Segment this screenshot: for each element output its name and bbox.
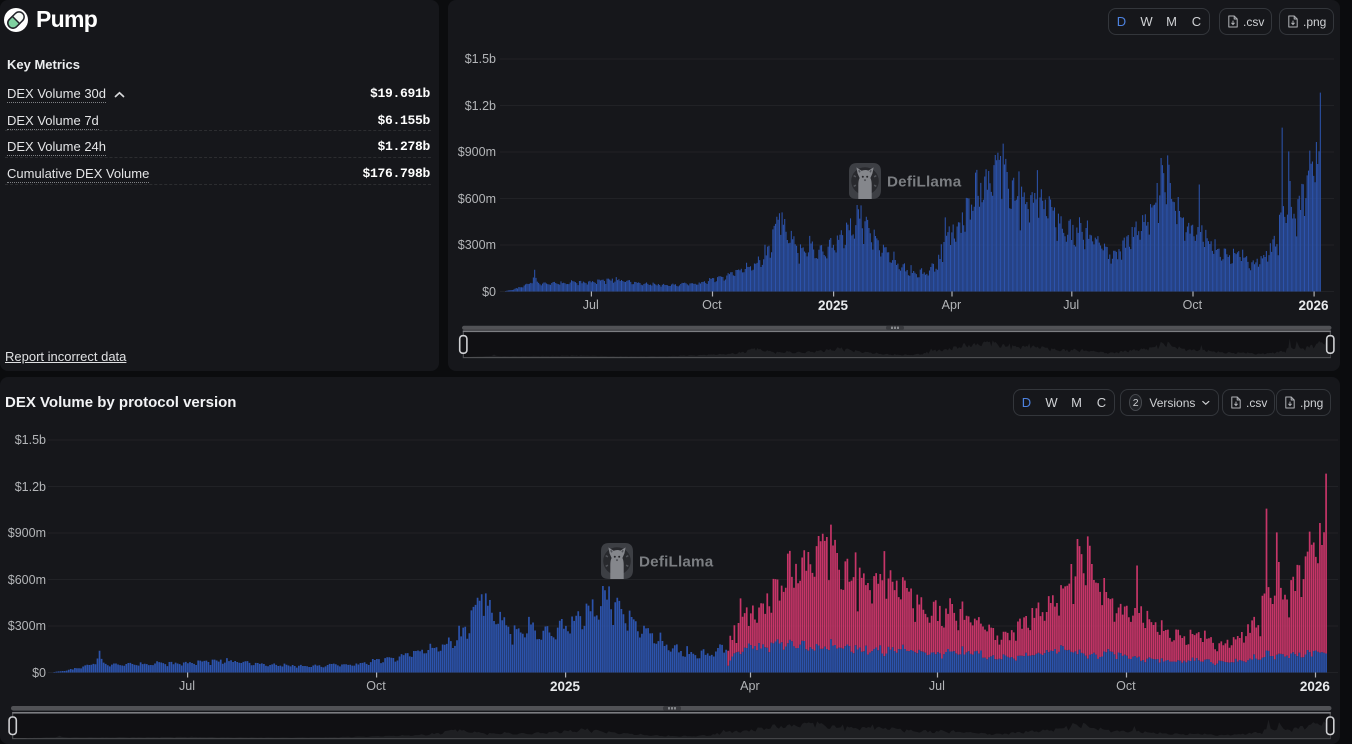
svg-text:DefiLlama: DefiLlama <box>639 554 714 571</box>
svg-text:DefiLlama: DefiLlama <box>887 174 962 191</box>
